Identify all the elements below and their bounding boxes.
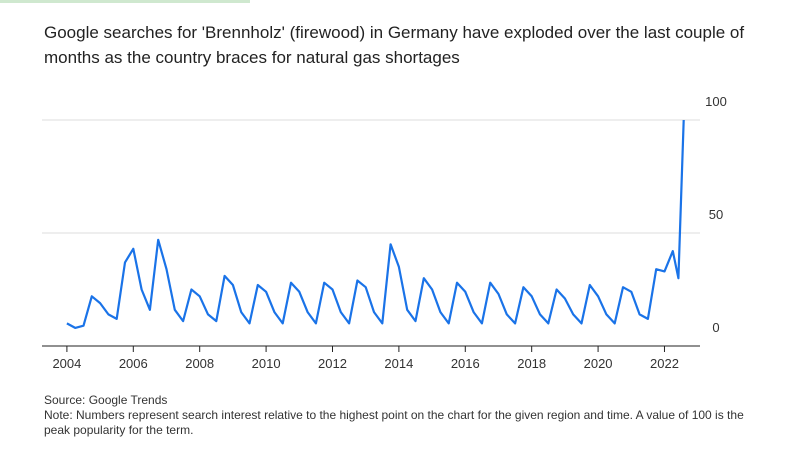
chart-title: Google searches for 'Brennholz' (firewoo… (44, 23, 745, 67)
source: Source: Google Trends (44, 393, 168, 407)
note: Note: Numbers represent search interest … (44, 408, 744, 437)
x-tick-label: 2022 (650, 356, 679, 371)
x-tick-label: 2012 (318, 356, 347, 371)
top-accent (0, 0, 250, 3)
chart: 0 50 100 2004 2006 2008 2010 2012 2014 2016 2018 20… (42, 94, 727, 371)
y-tick-label: 0 (712, 320, 719, 335)
x-tick-label: 2020 (584, 356, 613, 371)
x-tick-label: 2018 (517, 356, 546, 371)
x-tick-label: 2016 (451, 356, 480, 371)
x-tick-label: 2014 (384, 356, 413, 371)
y-tick-label: 100 (705, 94, 727, 109)
footer: Source: Google Trends Note: Numbers repr… (44, 393, 764, 438)
x-tick-label: 2006 (119, 356, 148, 371)
x-tick-label: 2004 (52, 356, 81, 371)
x-tick-label: 2008 (185, 356, 214, 371)
y-tick-label: 50 (709, 207, 723, 222)
x-tick-label: 2010 (252, 356, 281, 371)
series-line (66, 119, 685, 329)
